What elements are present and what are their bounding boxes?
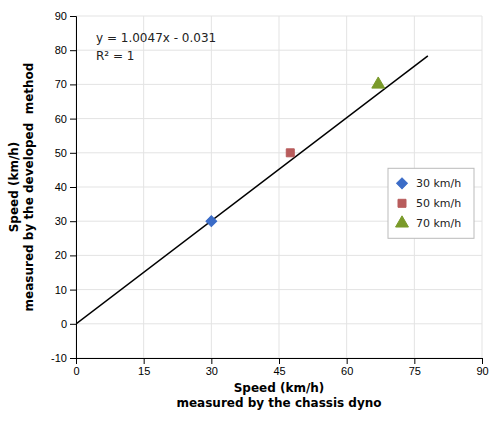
fit-line	[76, 56, 428, 324]
y-tick-label: 10	[55, 284, 67, 296]
y-tick-label: 40	[55, 181, 67, 193]
point	[206, 216, 217, 227]
y-tick-label: 20	[55, 249, 67, 261]
x-tick-label: 60	[341, 365, 353, 377]
x-tick: 45	[273, 358, 285, 377]
grid-line-y	[76, 289, 482, 290]
grid-line-y	[76, 84, 482, 85]
x-axis: 0 15 30 45 60 75 90	[73, 358, 488, 377]
x-axis-title: Speed (km/h)measured by the chassis dyno	[176, 381, 381, 411]
legend-swatch	[397, 178, 408, 189]
y-tick-mark	[70, 290, 76, 291]
x-tick-label: 30	[206, 365, 218, 377]
x-tick: 30	[206, 358, 218, 377]
y-tick-mark	[70, 324, 76, 325]
y-axis-line	[70, 17, 77, 359]
y-tick-mark	[70, 221, 76, 222]
x-tick-mark	[279, 358, 280, 364]
x-tick-label: 45	[273, 365, 285, 377]
y-tick: 60	[55, 113, 76, 125]
y-tick-mark	[70, 84, 76, 85]
annotation: R² = 1	[96, 49, 134, 63]
grid-line-y	[76, 152, 482, 153]
x-tick: 90	[476, 358, 488, 377]
x-tick-mark	[211, 358, 212, 364]
y-axis-title: Speed (km/h)measured by the developed me…	[7, 63, 37, 312]
legend-label: 70 km/h	[416, 217, 461, 230]
y-tick: 0	[61, 318, 76, 330]
y-tick-label: 70	[55, 78, 67, 90]
chart: 0 15 30 45 60 75 90 -10 0 10 20 30 40 50 60 70 80 90 y = 1…	[0, 0, 500, 422]
annotation: y = 1.0047x - 0.031	[96, 31, 216, 45]
x-tick-mark	[482, 358, 483, 364]
legend-label: 30 km/h	[416, 177, 461, 190]
grid-line-y	[76, 118, 482, 119]
x-tick-label: 15	[138, 365, 150, 377]
legend-frame	[388, 168, 474, 238]
y-tick-mark	[70, 153, 76, 154]
x-tick-label: 75	[409, 365, 421, 377]
grid-line-y	[76, 16, 482, 17]
y-tick-mark	[70, 119, 76, 120]
y-tick: -10	[51, 352, 76, 364]
legend-swatch	[398, 199, 406, 207]
y-tick-label: -10	[51, 352, 67, 364]
x-tick-label: 0	[73, 365, 79, 377]
y-tick-label: 80	[55, 44, 67, 56]
y-tick-mark	[70, 358, 76, 359]
y-tick: 40	[55, 181, 76, 193]
x-axis-line	[77, 359, 483, 365]
y-tick-label: 0	[61, 318, 67, 330]
legend: 30 km/h 50 km/h 70 km/h	[388, 168, 474, 238]
y-axis: -10 0 10 20 30 40 50 60 70 80 90	[51, 10, 76, 364]
y-tick-mark	[70, 50, 76, 51]
y-tick-mark	[70, 187, 76, 188]
point	[286, 149, 294, 157]
y-tick-mark	[70, 255, 76, 256]
x-tick: 60	[341, 358, 353, 377]
y-tick: 80	[55, 44, 76, 56]
x-tick-mark	[347, 358, 348, 364]
x-tick-label: 90	[476, 365, 488, 377]
y-tick-label: 50	[55, 147, 67, 159]
point	[372, 77, 385, 88]
legend-swatch	[396, 216, 409, 227]
y-tick: 90	[55, 10, 76, 22]
y-tick-label: 60	[55, 113, 67, 125]
y-tick: 50	[55, 147, 76, 159]
grid-line-y	[76, 50, 482, 51]
x-tick: 75	[409, 358, 421, 377]
y-tick: 30	[55, 215, 76, 227]
x-tick: 0	[73, 358, 79, 377]
x-tick: 15	[138, 358, 150, 377]
plot-area	[76, 56, 428, 324]
legend-label: 50 km/h	[416, 197, 461, 210]
x-tick-mark	[144, 358, 145, 364]
grid	[76, 16, 482, 358]
y-tick-label: 30	[55, 215, 67, 227]
y-tick: 10	[55, 284, 76, 296]
y-tick: 70	[55, 78, 76, 90]
grid-line-y	[76, 255, 482, 256]
y-tick-label: 90	[55, 10, 67, 22]
grid-line-y	[76, 323, 482, 324]
y-tick-mark	[70, 16, 76, 17]
y-tick: 20	[55, 249, 76, 261]
x-tick-mark	[414, 358, 415, 364]
